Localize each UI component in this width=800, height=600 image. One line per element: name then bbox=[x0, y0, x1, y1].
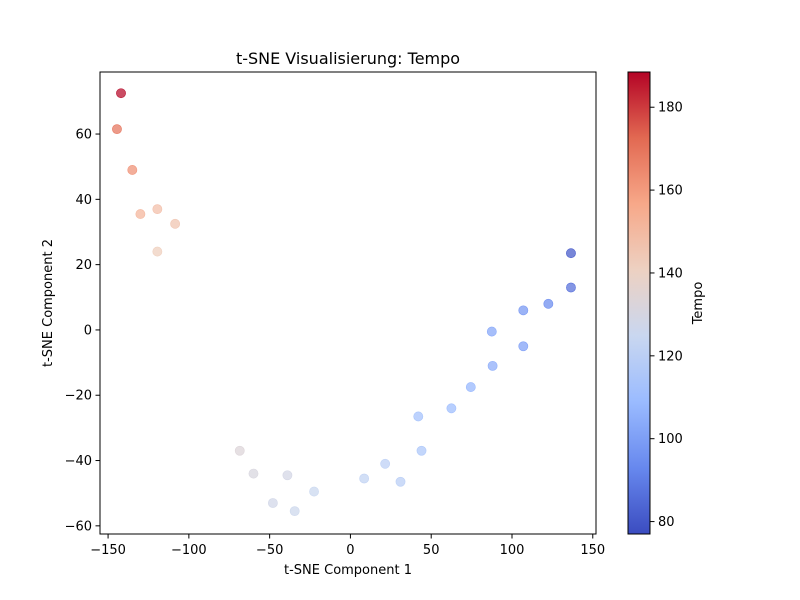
scatter-point bbox=[152, 204, 163, 215]
y-axis-label: t-SNE Component 2 bbox=[41, 239, 56, 367]
x-axis-label: t-SNE Component 1 bbox=[284, 563, 412, 578]
scatter-point bbox=[309, 486, 319, 497]
scatter-point bbox=[267, 498, 278, 508]
scatter-point bbox=[234, 445, 245, 456]
plot-area bbox=[100, 72, 596, 534]
scatter-point bbox=[416, 445, 427, 456]
scatter-point bbox=[170, 218, 181, 229]
x-tick-label: 100 bbox=[500, 543, 525, 558]
x-axis-ticks: −150 −100 −50 0 50 100 150 bbox=[90, 534, 605, 558]
scatter-points bbox=[112, 88, 576, 517]
x-tick-label: 50 bbox=[423, 543, 440, 558]
x-tick-label: 0 bbox=[346, 543, 354, 558]
colorbar-tick-label: 80 bbox=[658, 515, 675, 530]
y-axis-ticks: −60 −40 −20 0 20 40 60 bbox=[65, 128, 100, 534]
scatter-point bbox=[446, 403, 457, 414]
colorbar-tick-label: 160 bbox=[658, 184, 683, 199]
scatter-point bbox=[465, 382, 476, 392]
scatter-point bbox=[487, 360, 498, 371]
scatter-point bbox=[566, 282, 576, 293]
scatter-point bbox=[518, 341, 529, 352]
y-tick-label: −40 bbox=[65, 454, 92, 469]
y-tick-label: 40 bbox=[75, 193, 92, 208]
y-tick-label: 60 bbox=[75, 128, 92, 143]
colorbar-tick-label: 140 bbox=[658, 266, 683, 281]
scatter-point bbox=[152, 246, 163, 257]
colorbar-frame bbox=[627, 71, 651, 535]
colorbar bbox=[628, 72, 650, 534]
scatter-point bbox=[282, 470, 293, 481]
y-tick-label: 0 bbox=[84, 323, 92, 338]
colorbar-tick-label: 180 bbox=[658, 101, 683, 116]
scatter-point bbox=[289, 506, 300, 517]
y-tick-label: 20 bbox=[75, 258, 92, 273]
x-tick-label: −100 bbox=[171, 543, 207, 558]
scatter-point bbox=[566, 248, 576, 259]
y-tick-label: −60 bbox=[65, 519, 92, 534]
scatter-point bbox=[543, 298, 554, 309]
scatter-point bbox=[395, 476, 406, 487]
scatter-point bbox=[486, 326, 497, 337]
x-tick-label: 150 bbox=[580, 543, 605, 558]
plot-frame bbox=[99, 71, 597, 535]
scatter-point bbox=[135, 209, 146, 219]
scatter-point bbox=[127, 165, 138, 175]
x-tick-label: −150 bbox=[90, 543, 126, 558]
scatter-point bbox=[116, 88, 126, 99]
scatter-point bbox=[359, 473, 370, 484]
colorbar-label: Tempo bbox=[691, 282, 706, 326]
colorbar-tick-label: 100 bbox=[658, 432, 683, 447]
scatter-point bbox=[380, 458, 391, 469]
scatter-point bbox=[248, 468, 259, 479]
chart-title: t-SNE Visualisierung: Tempo bbox=[236, 49, 460, 68]
scatter-point bbox=[413, 411, 424, 422]
colorbar-ticks: 80 100 120 140 160 180 bbox=[650, 101, 683, 530]
x-tick-label: −50 bbox=[256, 543, 283, 558]
scatter-point bbox=[112, 124, 122, 135]
y-tick-label: −20 bbox=[65, 389, 92, 404]
scatter-point bbox=[518, 305, 529, 316]
colorbar-tick-label: 120 bbox=[658, 349, 683, 364]
